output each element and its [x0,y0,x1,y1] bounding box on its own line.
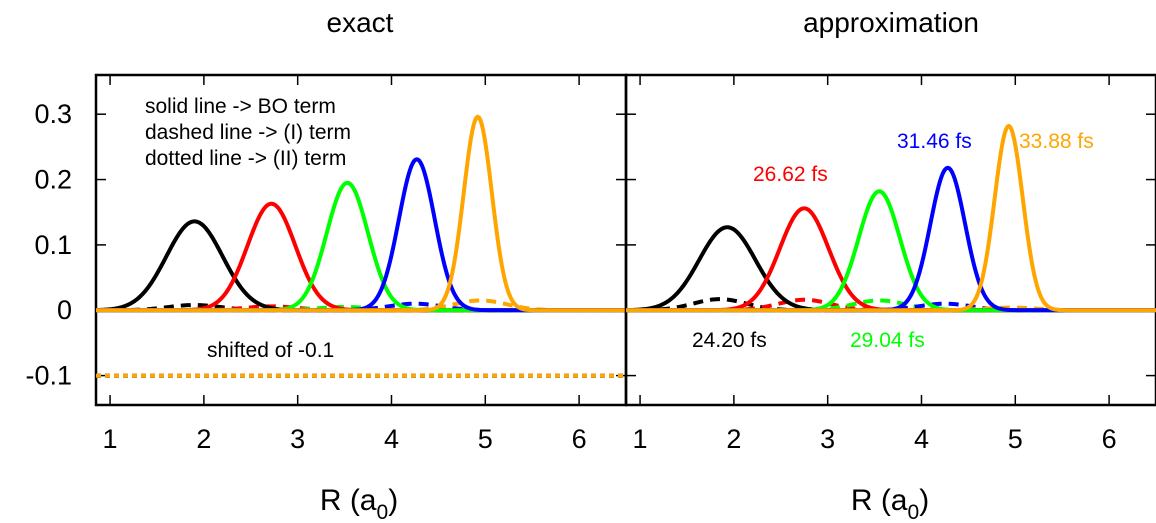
y-tick-label-0: 0 [57,295,72,325]
bo-curve-1-4 [626,123,1156,313]
x-axis-label-left: R (a0) [320,484,398,523]
x-tick-label-0-4: 4 [384,424,399,454]
bo-curve-0-2 [96,180,626,313]
bo-curve-1-0 [625,225,1156,313]
x-tick-label-1-5: 5 [1008,424,1023,454]
x-tick-label-1-4: 4 [914,424,929,454]
x-tick-label-1-1: 1 [633,424,648,454]
chart-title-exact: exact [327,7,394,38]
y-tick-label--0.1: -0.1 [25,361,72,391]
x-tick-label-1-6: 6 [1102,424,1117,454]
x-tick-label-0-2: 2 [196,424,211,454]
x-tick-label-1-3: 3 [820,424,835,454]
bo-curve-0-0 [95,219,626,313]
time-label-31-46: 31.46 fs [897,130,972,153]
bo-curve-1-3 [626,165,1156,313]
x-tick-label-0-6: 6 [572,424,587,454]
bo-curve-0-4 [96,114,626,313]
x-tick-label-1-2: 2 [726,424,741,454]
plot-frame-1 [624,73,1156,407]
y-tick-label-0.1: 0.1 [34,230,72,260]
shift-annotation: shifted of -0.1 [207,339,334,362]
chart-title-approximation: approximation [803,7,979,38]
time-label-29-04: 29.04 fs [850,329,925,352]
y-tick-label-0.2: 0.2 [34,165,72,195]
bo-curve-0-1 [96,201,626,313]
legend-note-dashed: dashed line -> (I) term [145,121,351,144]
time-label-26-62: 26.62 fs [753,163,828,186]
legend-note-solid: solid line -> BO term [145,95,336,118]
x-tick-label-0-5: 5 [478,424,493,454]
x-tick-label-0-1: 1 [103,424,118,454]
bo-curve-1-1 [626,206,1156,313]
time-label-24-20: 24.20 fs [692,329,767,352]
x-tick-label-0-3: 3 [290,424,305,454]
x-axis-label-right: R (a0) [851,484,929,523]
y-tick-label-0.3: 0.3 [34,99,72,129]
bo-curve-0-3 [96,157,626,313]
time-label-33-88: 33.88 fs [1019,130,1094,153]
legend-note-dotted: dotted line -> (II) term [145,147,346,170]
